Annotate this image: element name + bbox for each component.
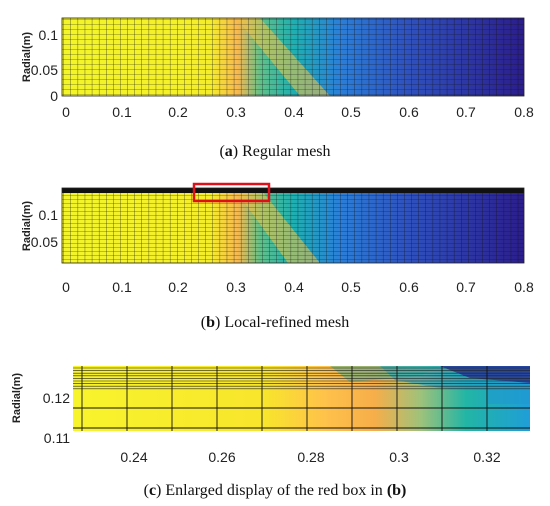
xtick-label: 0.8: [514, 104, 534, 120]
panel-b-refined-layer: [62, 188, 524, 193]
red-box-highlight: [192, 182, 271, 203]
xtick-label: 0.3: [226, 104, 246, 120]
ytick-label: 0.11: [44, 430, 70, 446]
xtick-label: 0: [62, 279, 70, 295]
panel-c-ylabel: Radial(m): [11, 373, 23, 423]
xtick-label: 0.7: [456, 104, 476, 120]
panel-a-plot: [61, 17, 525, 97]
xtick-label: 0.28: [297, 449, 324, 465]
caption-c: (c) Enlarged display of the red box in (…: [143, 482, 407, 499]
panel-a-xticks: 0 0.1 0.2 0.3 0.4 0.5 0.6 0.7 0.8: [62, 104, 534, 120]
caption-b: (b) Local-refined mesh: [200, 314, 350, 331]
ytick-label: 0.1: [39, 27, 59, 43]
ytick-label: 0: [50, 88, 58, 104]
xtick-label: 0: [62, 104, 70, 120]
panel-c-yticks: 0.11 0.12: [43, 390, 70, 446]
xtick-label: 0.2: [168, 279, 188, 295]
panel-b-plot: [61, 182, 525, 264]
xtick-label: 0.32: [473, 449, 500, 465]
panel-c-plot: [73, 366, 530, 431]
xtick-label: 0.3: [226, 279, 246, 295]
caption-a: (a) Regular mesh: [219, 143, 331, 160]
panel-b-yticks: 0.05 0.1: [31, 207, 58, 250]
ytick-label: 0.12: [43, 390, 70, 406]
xtick-label: 0.3: [389, 449, 409, 465]
xtick-label: 0.7: [456, 279, 476, 295]
panel-a-yticks: 0 0.05 0.1: [31, 27, 58, 104]
xtick-label: 0.2: [168, 104, 188, 120]
xtick-label: 0.4: [284, 104, 304, 120]
panel-b-mesh: [62, 191, 524, 263]
xtick-label: 0.26: [208, 449, 235, 465]
xtick-label: 0.6: [399, 104, 419, 120]
xtick-label: 0.24: [120, 449, 147, 465]
xtick-label: 0.4: [284, 279, 304, 295]
ytick-label: 0.1: [39, 207, 59, 223]
xtick-label: 0.1: [112, 104, 132, 120]
panel-b-ylabel: Radial(m): [21, 201, 33, 251]
panel-c-fine-layers: [73, 367, 530, 390]
ytick-label: 0.05: [31, 234, 58, 250]
xtick-label: 0.5: [341, 279, 361, 295]
xtick-label: 0.1: [112, 279, 132, 295]
xtick-label: 0.6: [399, 279, 419, 295]
ytick-label: 0.05: [31, 62, 58, 78]
xtick-label: 0.8: [514, 279, 534, 295]
panel-a-ylabel: Radial(m): [21, 32, 33, 82]
panel-a-mesh: [62, 18, 524, 96]
panel-c-vertical-lines: [81, 366, 488, 431]
panel-b-xticks: 0 0.1 0.2 0.3 0.4 0.5 0.6 0.7 0.8: [62, 279, 534, 295]
xtick-label: 0.5: [341, 104, 361, 120]
panel-c-xticks: 0.24 0.26 0.28 0.3 0.32: [120, 449, 500, 465]
